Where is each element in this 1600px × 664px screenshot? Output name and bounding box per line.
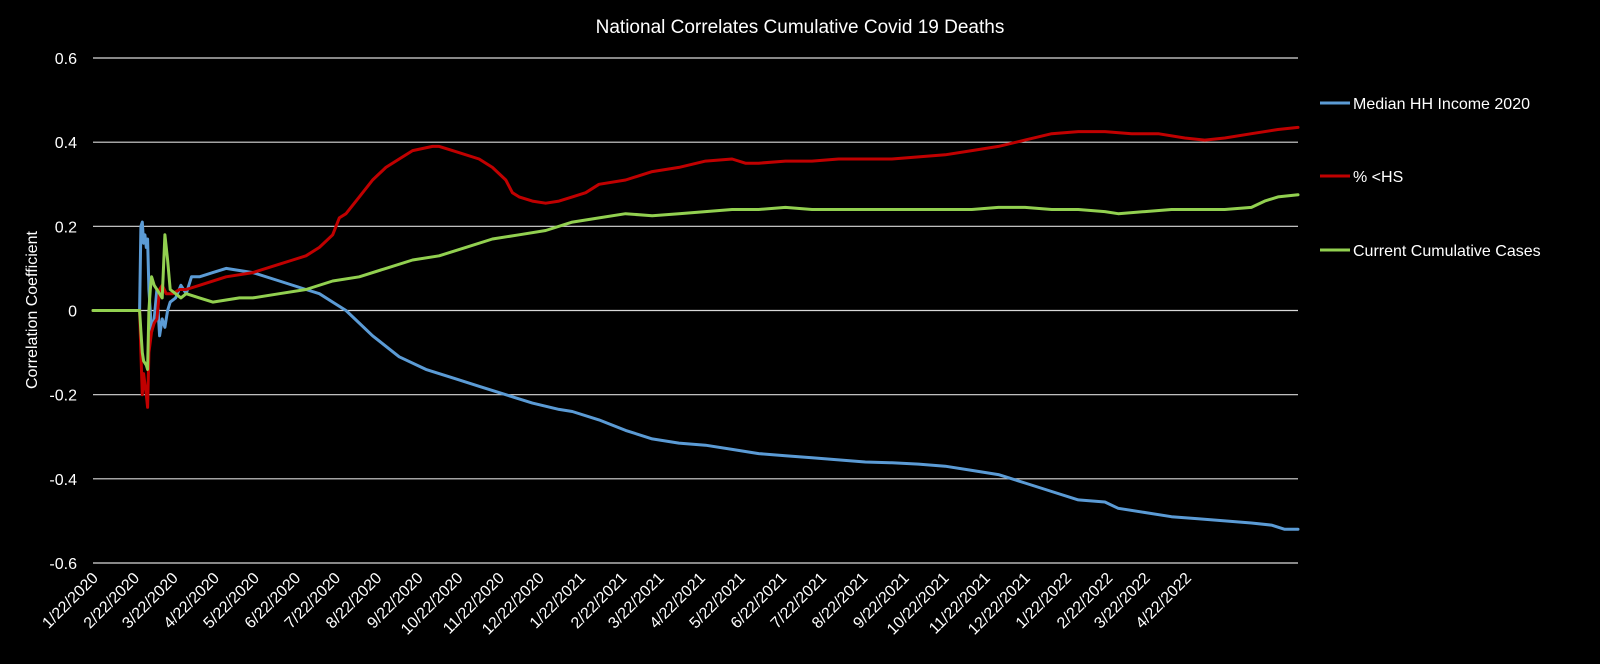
y-tick-label: 0: [68, 304, 77, 321]
series-lines: [91, 125, 1300, 531]
x-tick-labels: 1/22/20202/22/20203/22/20204/22/20205/22…: [39, 570, 1195, 639]
legend: Median HH Income 2020 % <HS Current Cumula…: [1320, 96, 1541, 260]
legend-label: % <HS: [1353, 169, 1403, 186]
y-tick-label: 0.2: [55, 219, 77, 236]
gridlines: [93, 57, 1298, 564]
y-tick-label: 0.6: [55, 51, 77, 68]
y-tick-label: -0.2: [49, 388, 77, 405]
y-tick-label: 0.4: [55, 135, 77, 152]
y-tick-label: -0.6: [49, 556, 77, 573]
y-axis-label: Correlation Coefficient: [24, 230, 41, 389]
legend-label: Median HH Income 2020: [1353, 96, 1530, 113]
series-line-3: [91, 193, 1300, 371]
series-line-2: [91, 125, 1300, 409]
chart-title: National Correlates Cumulative Covid 19 …: [596, 17, 1005, 38]
series-line-1: [91, 220, 1300, 531]
legend-label: Current Cumulative Cases: [1353, 243, 1541, 260]
y-tick-labels: 0.6 0.4 0.2 0 -0.2 -0.4 -0.6: [49, 51, 77, 573]
y-tick-label: -0.4: [49, 472, 77, 489]
